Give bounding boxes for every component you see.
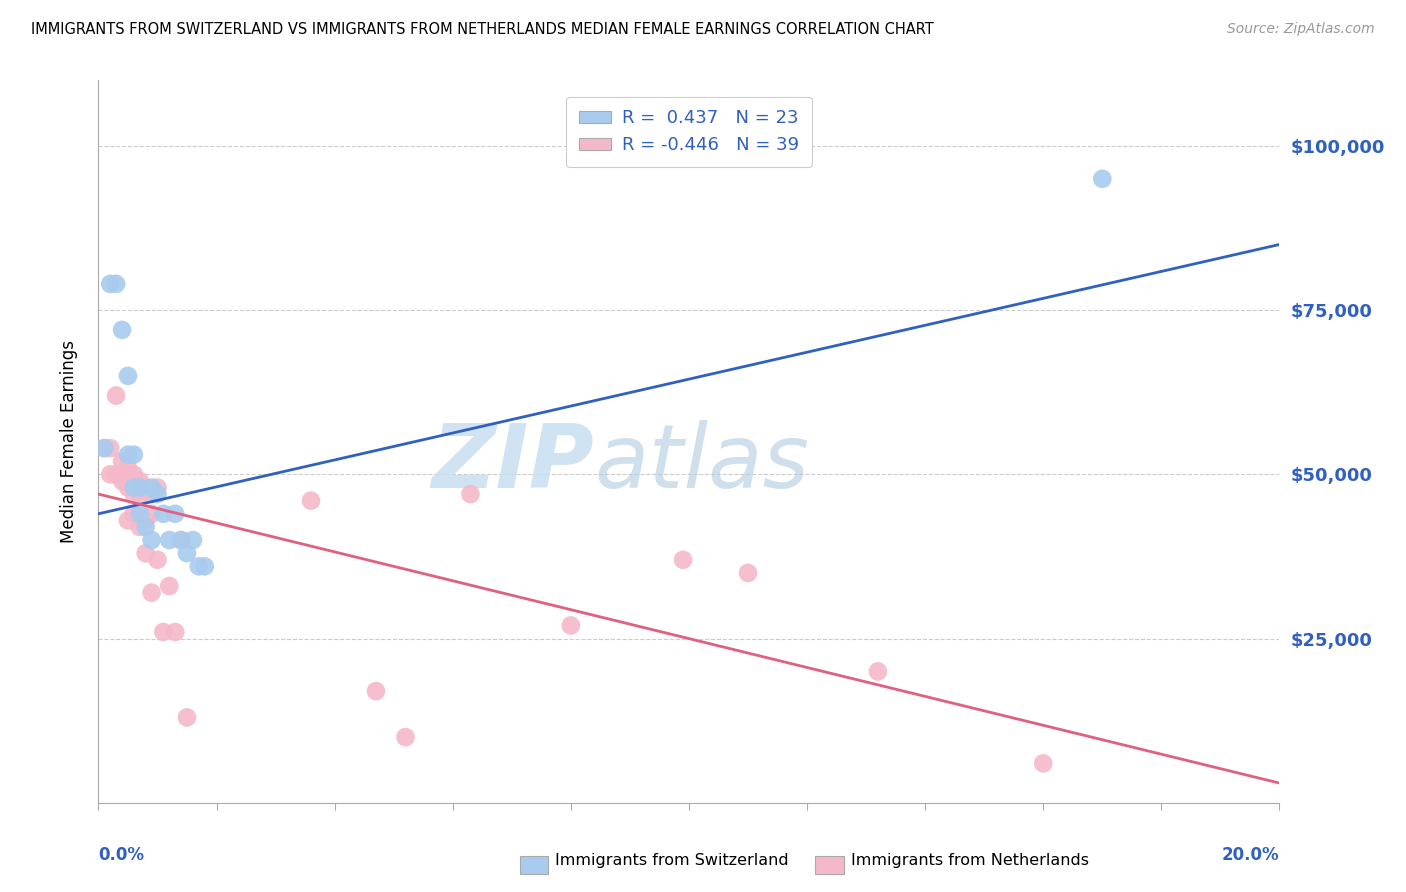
Point xyxy=(187,559,209,574)
Point xyxy=(146,481,169,495)
Point xyxy=(93,441,115,455)
Point xyxy=(93,441,115,455)
Text: IMMIGRANTS FROM SWITZERLAND VS IMMIGRANTS FROM NETHERLANDS MEDIAN FEMALE EARNING: IMMIGRANTS FROM SWITZERLAND VS IMMIGRANT… xyxy=(31,22,934,37)
Point xyxy=(157,579,180,593)
Point xyxy=(135,546,157,560)
Point xyxy=(141,507,163,521)
Text: atlas: atlas xyxy=(595,420,810,507)
Point xyxy=(117,448,139,462)
Point xyxy=(146,487,169,501)
Point xyxy=(157,533,180,547)
Legend: R =  0.437   N = 23, R = -0.446   N = 39: R = 0.437 N = 23, R = -0.446 N = 39 xyxy=(567,96,811,167)
Point xyxy=(1032,756,1054,771)
Point xyxy=(98,277,121,291)
Point xyxy=(122,481,145,495)
Text: ZIP: ZIP xyxy=(432,420,595,507)
Text: 0.0%: 0.0% xyxy=(98,847,145,864)
Point xyxy=(105,277,128,291)
Point xyxy=(98,467,121,482)
Point xyxy=(866,665,889,679)
Text: 20.0%: 20.0% xyxy=(1222,847,1279,864)
Point xyxy=(176,710,198,724)
Point xyxy=(141,533,163,547)
Point xyxy=(105,388,128,402)
Point xyxy=(194,559,217,574)
Point xyxy=(128,474,150,488)
Point xyxy=(122,448,145,462)
Text: Immigrants from Netherlands: Immigrants from Netherlands xyxy=(851,854,1088,868)
Point xyxy=(135,520,157,534)
Y-axis label: Median Female Earnings: Median Female Earnings xyxy=(59,340,77,543)
Point xyxy=(146,553,169,567)
Point xyxy=(128,520,150,534)
Point xyxy=(135,513,157,527)
Point xyxy=(122,487,145,501)
Point xyxy=(364,684,387,698)
Point xyxy=(672,553,695,567)
Point xyxy=(128,487,150,501)
Point xyxy=(165,507,187,521)
Point xyxy=(128,481,150,495)
Point xyxy=(560,618,582,632)
Point xyxy=(117,368,139,383)
Point xyxy=(181,533,204,547)
Point xyxy=(394,730,416,744)
Point xyxy=(111,474,134,488)
Point xyxy=(122,507,145,521)
Point xyxy=(737,566,759,580)
Point xyxy=(135,481,157,495)
Point xyxy=(170,533,193,547)
Point xyxy=(128,507,150,521)
Point xyxy=(141,585,163,599)
Point xyxy=(111,323,134,337)
Point xyxy=(165,625,187,640)
Point xyxy=(152,507,174,521)
Point xyxy=(117,513,139,527)
Point xyxy=(299,493,322,508)
Point xyxy=(122,467,145,482)
Point xyxy=(111,454,134,468)
Point xyxy=(152,625,174,640)
Point xyxy=(170,533,193,547)
Point xyxy=(1091,171,1114,186)
Text: Source: ZipAtlas.com: Source: ZipAtlas.com xyxy=(1227,22,1375,37)
Point xyxy=(141,487,163,501)
Point xyxy=(98,441,121,455)
Point xyxy=(460,487,482,501)
Point xyxy=(176,546,198,560)
Point xyxy=(141,481,163,495)
Text: Immigrants from Switzerland: Immigrants from Switzerland xyxy=(555,854,789,868)
Point xyxy=(117,460,139,475)
Point xyxy=(105,467,128,482)
Point xyxy=(122,474,145,488)
Point xyxy=(117,481,139,495)
